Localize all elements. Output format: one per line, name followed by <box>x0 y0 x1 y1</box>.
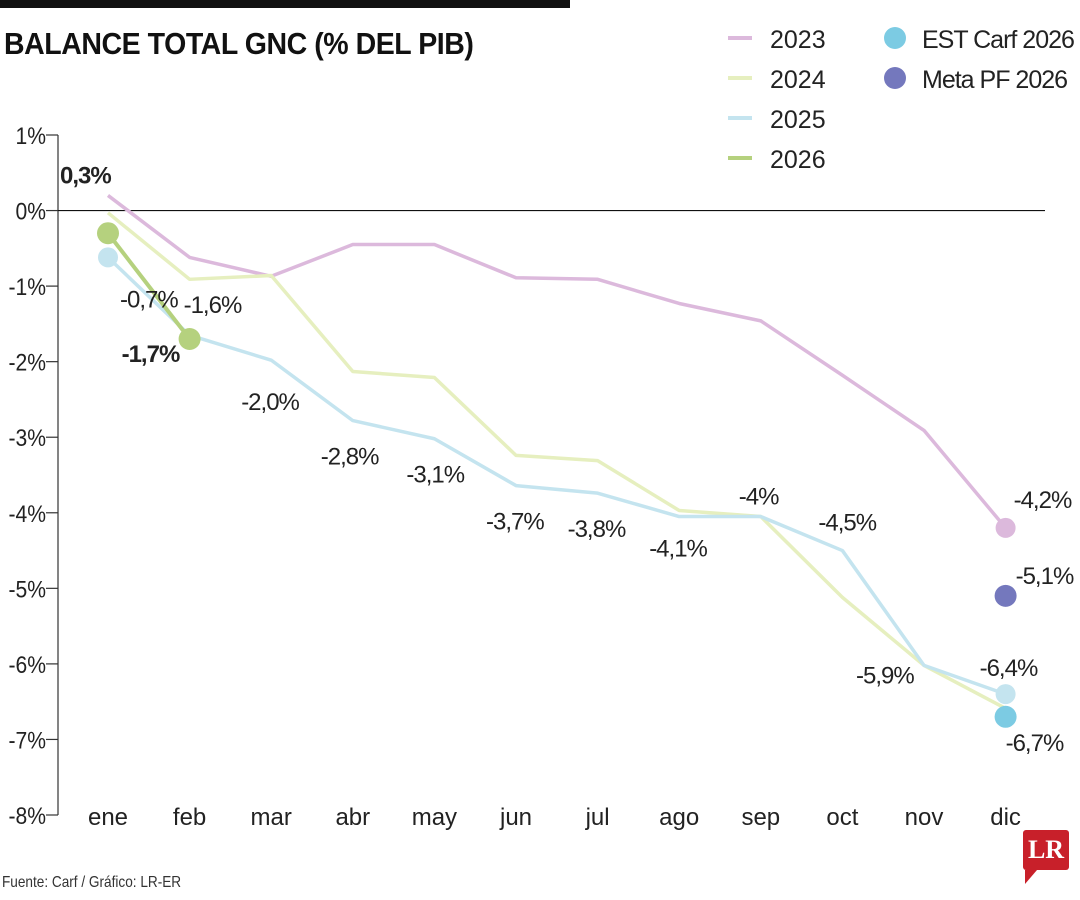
data-label: -5,1% <box>1016 563 1074 590</box>
x-tick-label: oct <box>826 804 858 831</box>
marker-2023-dic <box>995 517 1016 538</box>
y-tick-label: -2% <box>8 349 46 376</box>
x-tick-label: jun <box>499 804 532 831</box>
chart-title: BALANCE TOTAL GNC (% DEL PIB) <box>4 26 474 61</box>
x-tick-label: mar <box>251 804 292 831</box>
y-tick-label: -6% <box>8 652 46 679</box>
x-tick-label: jul <box>585 804 610 831</box>
data-label: -5,9% <box>856 662 914 689</box>
marker-2026 <box>97 222 119 245</box>
y-tick-label: -5% <box>8 576 46 603</box>
series-line-2024 <box>106 211 1007 711</box>
data-label: -6,7% <box>1006 730 1064 757</box>
lr-logo: LR <box>1023 830 1069 884</box>
legend-label: Meta PF 2026 <box>922 66 1067 94</box>
x-tick-label: ago <box>659 804 699 831</box>
y-tick-label: -3% <box>8 425 46 452</box>
data-label: -2,8% <box>321 444 379 471</box>
legend-label: 2026 <box>770 146 826 174</box>
marker-2026 <box>178 328 201 350</box>
x-tick-label: feb <box>173 804 206 831</box>
data-label: -1,7% <box>122 341 180 368</box>
data-label: -3,7% <box>486 509 544 536</box>
data-label: -1,6% <box>184 292 242 319</box>
y-tick-label: 1% <box>15 123 46 150</box>
legend-label: 2024 <box>770 66 826 94</box>
point-meta-pf-2026 <box>994 584 1017 607</box>
marker-2025-ene <box>98 247 118 268</box>
legend-label: EST Carf 2026 <box>922 26 1074 54</box>
data-label: -4% <box>739 484 779 511</box>
title-bar-decoration <box>0 0 570 8</box>
series-line-2023 <box>106 194 1007 530</box>
data-label: 0,3% <box>60 162 111 189</box>
data-label: -2,0% <box>241 389 299 416</box>
data-label: -4,1% <box>649 536 707 563</box>
x-tick-label: may <box>412 804 457 831</box>
x-tick-label: nov <box>905 804 944 831</box>
series-line-2025 <box>106 256 1007 696</box>
y-tick-label: -8% <box>8 803 46 830</box>
point-est-carf-2026 <box>994 705 1017 728</box>
legend-label: 2025 <box>770 106 826 134</box>
data-label: -0,7% <box>120 286 178 313</box>
y-tick-label: -1% <box>8 274 46 301</box>
data-label: -6,4% <box>980 655 1038 682</box>
y-tick-label: -7% <box>8 727 46 754</box>
x-tick-label: abr <box>335 804 370 831</box>
data-label: -3,1% <box>406 462 464 489</box>
y-tick-label: -4% <box>8 501 46 528</box>
x-tick-label: sep <box>741 804 780 831</box>
legend-label: 2023 <box>770 26 826 54</box>
legend-dot <box>884 67 906 89</box>
data-label: -4,5% <box>818 510 876 537</box>
data-label: -3,8% <box>568 516 626 543</box>
x-tick-label: dic <box>990 804 1021 831</box>
legend-dot <box>884 27 906 49</box>
data-label: -4,2% <box>1014 487 1072 514</box>
y-tick-label: 0% <box>15 198 46 225</box>
series-line-2026 <box>106 232 192 341</box>
marker-2025-dic <box>995 684 1016 705</box>
source-note: Fuente: Carf / Gráfico: LR-ER <box>2 874 182 891</box>
x-tick-label: ene <box>88 804 128 831</box>
